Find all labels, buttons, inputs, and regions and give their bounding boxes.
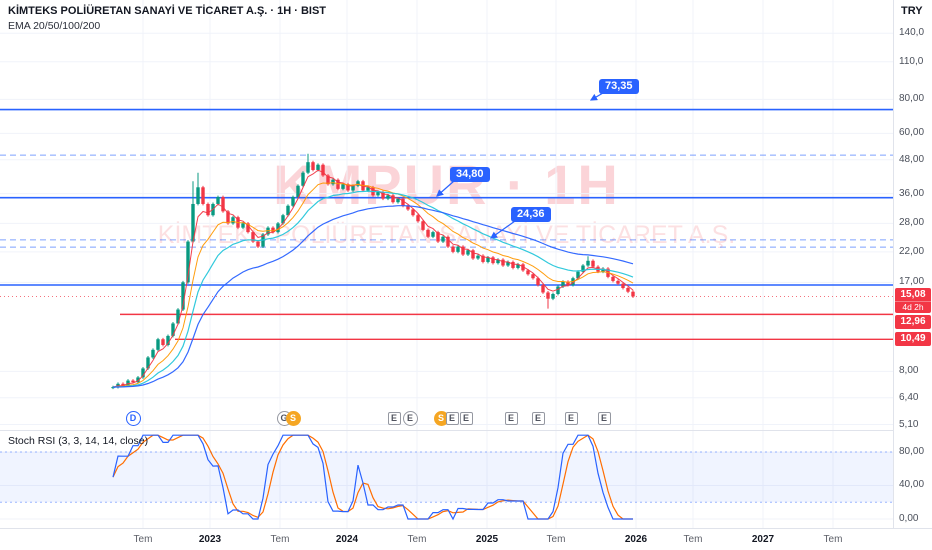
time-label-tem: Tem: [270, 534, 290, 545]
level-price-badge: 12,96: [895, 315, 931, 330]
price-callout-label[interactable]: 73,35: [599, 79, 639, 94]
stoch-rsi-legend[interactable]: Stoch RSI (3, 3, 14, 14, close): [8, 435, 149, 447]
event-marker-E[interactable]: E: [504, 411, 518, 425]
time-axis[interactable]: Tem 2023 Tem 2024 Tem 2025 Tem 2026 Tem 2027 Tem: [0, 528, 932, 550]
time-label-tem: Tem: [407, 534, 427, 545]
price-tick: 36,00: [899, 187, 925, 199]
event-marker-E[interactable]: E: [445, 411, 459, 425]
stoch-tick: 80,00: [899, 445, 925, 457]
price-tick: 110,0: [899, 55, 924, 67]
time-label-2024: 2024: [335, 534, 359, 545]
time-label-tem: Tem: [133, 534, 153, 545]
price-tick: 140,0: [899, 27, 925, 39]
event-marker-E[interactable]: E: [531, 411, 545, 425]
time-label-tem: Tem: [546, 534, 566, 545]
stoch-band: [0, 451, 893, 503]
gridlines: [0, 0, 893, 528]
currency-label: TRY: [901, 5, 923, 17]
countdown-badge: 4d 2h: [895, 301, 931, 313]
level-price-badge: 10,49: [895, 332, 931, 347]
event-marker-S[interactable]: S: [433, 410, 449, 426]
event-marker-D[interactable]: D: [125, 410, 141, 426]
last-price-badge: 15,08 4d 2h: [895, 288, 931, 314]
chart-legend: KİMTEKS POLİÜRETAN SANAYİ VE TİCARET A.Ş…: [8, 5, 326, 32]
event-marker-E[interactable]: E: [459, 411, 473, 425]
price-tick: 48,00: [899, 153, 925, 165]
event-marker-E[interactable]: E: [564, 411, 578, 425]
indicator-label[interactable]: EMA 20/50/100/200: [8, 20, 101, 32]
stoch-tick: 0,00: [899, 513, 919, 524]
event-marker-E[interactable]: E: [402, 410, 418, 426]
price-tick: 22,00: [899, 245, 925, 257]
ema-lines: [112, 169, 634, 388]
price-tick: 60,00: [899, 127, 925, 139]
time-label-tem: Tem: [683, 534, 703, 545]
price-callout-label[interactable]: 34,80: [450, 167, 490, 182]
price-axis[interactable]: TRY 140,0 110,0 80,00 60,00 48,00 36,00 28,00 2…: [893, 0, 932, 528]
symbol-title[interactable]: KİMTEKS POLİÜRETAN SANAYİ VE TİCARET A.Ş…: [8, 5, 327, 17]
stoch-rsi-lines: [112, 434, 633, 521]
price-tick: 28,00: [899, 217, 925, 229]
price-tick: 17,00: [899, 276, 925, 288]
time-label-2027: 2027: [751, 534, 775, 545]
event-marker-E[interactable]: E: [387, 411, 401, 425]
time-label-2023: 2023: [198, 534, 222, 545]
time-label-2025: 2025: [475, 534, 499, 545]
stoch-tick: 40,00: [899, 479, 925, 491]
price-tick: 5,10: [899, 418, 919, 430]
last-price-value: 15,08: [900, 289, 926, 301]
callout-arrows: [436, 92, 604, 239]
price-tick: 8,00: [899, 365, 919, 377]
price-tick: 80,00: [899, 93, 925, 105]
time-label-tem: Tem: [823, 534, 843, 545]
event-marker-E[interactable]: E: [597, 411, 611, 425]
price-level-lines[interactable]: [0, 108, 893, 341]
price-tick: 6,40: [899, 391, 919, 403]
price-callout-label[interactable]: 24,36: [511, 207, 551, 222]
time-label-2026: 2026: [624, 534, 648, 545]
event-marker-S[interactable]: S: [285, 410, 301, 426]
pane-separator[interactable]: [0, 430, 932, 431]
